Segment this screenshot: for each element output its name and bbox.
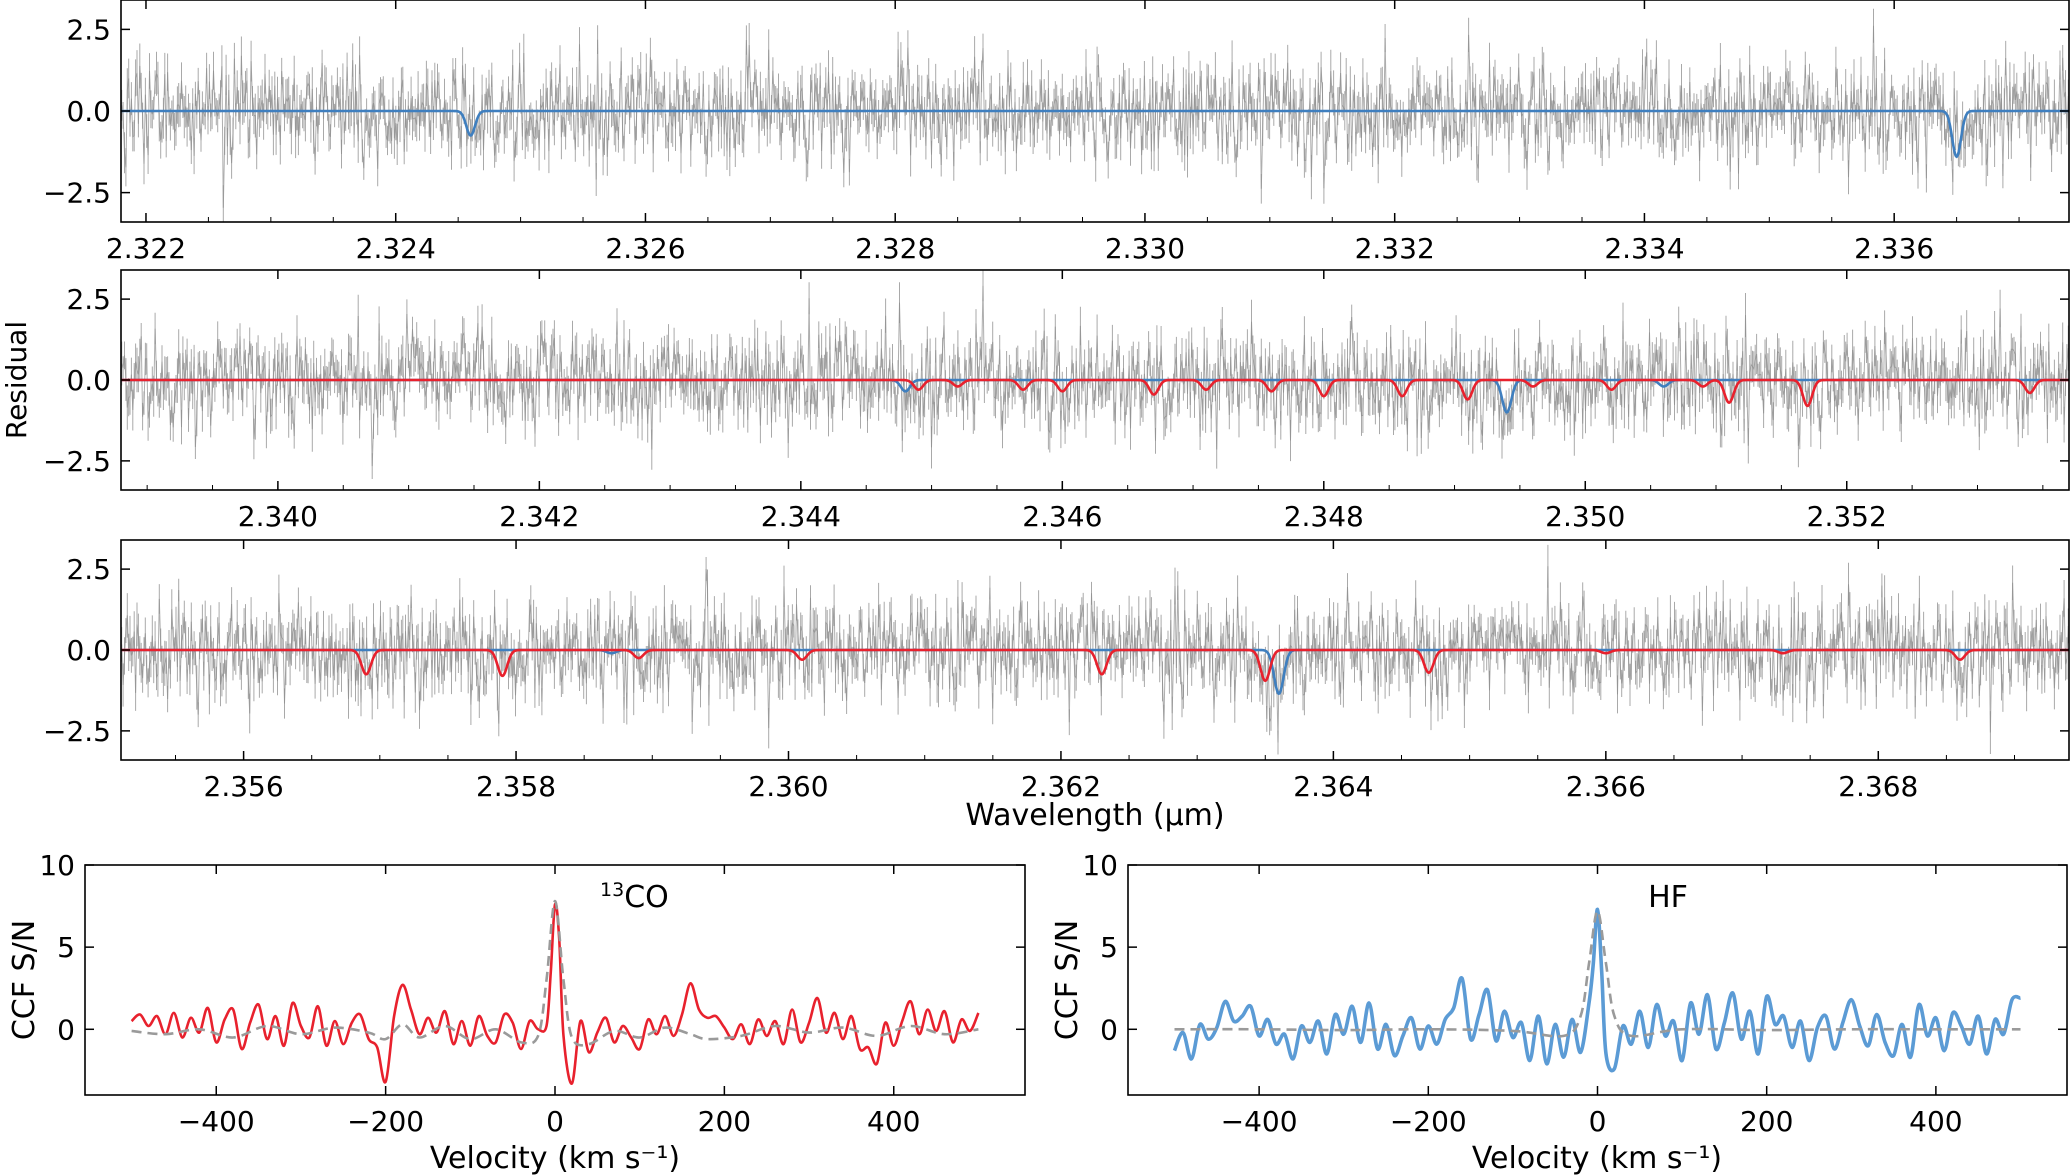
x-tick-label: 2.348 [1284,500,1364,533]
x-tick-label: 2.332 [1355,232,1435,265]
x-tick-label: 200 [698,1105,751,1138]
panel-3-frame [120,539,2070,761]
x-tick-label: 2.344 [761,500,841,533]
y-tick-label: 2.5 [66,283,111,316]
ccf-hf-title: HF [1648,880,1688,915]
ccf-13co-ticks: −400 −200 0 200 400 10 5 0 [39,849,1025,1138]
y-tick-label: 0.0 [66,634,111,667]
x-tick-label: 2.330 [1105,232,1185,265]
ccf-13co-title-sup: 13 [600,879,624,901]
x-tick-label: 2.352 [1807,500,1887,533]
y-tick-label: 5 [57,931,75,964]
x-tick-label: 2.328 [855,232,935,265]
13co-model-line [121,378,2069,408]
x-tick-label: 2.326 [605,232,685,265]
y-tick-label: 2.5 [66,553,111,586]
residual-axis-label: Residual [0,321,33,439]
x-tick-label: 2.360 [748,770,828,803]
ccf-13co-frame [84,864,1026,1096]
x-tick-label: 2.358 [476,770,556,803]
x-tick-label: 2.346 [1022,500,1102,533]
spectrum-panel-3: 2.356 2.358 2.360 2.362 2.364 2.366 2.368 2.5 0.… [43,539,2070,803]
hf-model-line [121,109,2069,159]
ccf-hf-xlabel: Velocity (km s⁻¹) [1472,1141,1722,1175]
ccf-13co-xlabel: Velocity (km s⁻¹) [430,1141,680,1175]
panel-2-marks [121,270,2069,479]
13co-model-line [131,899,979,1047]
panel-3-ticks: 2.356 2.358 2.360 2.362 2.364 2.366 2.368 2.5 0.… [43,540,2069,803]
y-tick-label: −2.5 [43,177,111,210]
ccf-13co-marks [130,899,980,1085]
y-tick-label: 10 [1082,849,1118,882]
hf-model-line [1174,909,2021,1038]
residual-line [121,25,2069,208]
ccf-hf-ticks: −400 −200 0 200 400 10 5 0 [1082,849,2067,1138]
y-tick-label: 0.0 [66,364,111,397]
residual-data [121,270,2069,479]
ccf-panel-13co: −400 −200 0 200 400 10 5 0 [39,849,1026,1138]
wavelength-axis-label: Wavelength (μm) [965,798,1224,833]
x-tick-label: 200 [1740,1105,1793,1138]
x-tick-label: 2.350 [1545,500,1625,533]
panel-2-frame [120,269,2070,491]
spectrum-panel-1: 2.322 2.324 2.326 2.328 2.330 2.332 2.334 2.336… [43,0,2070,265]
y-tick-label: 0 [57,1013,75,1046]
residual-line [121,566,2069,743]
y-tick-label: 5 [1100,931,1118,964]
x-tick-label: 2.366 [1566,770,1646,803]
x-tick-label: 2.324 [356,232,436,265]
spectrum-panel-2: 2.340 2.342 2.344 2.346 2.348 2.350 2.352 2.5 0.… [43,269,2070,533]
ccf-hf-frame [1127,864,2068,1096]
residual-data [121,8,2069,222]
x-tick-label: 2.334 [1604,232,1684,265]
x-tick-label: 400 [1909,1105,1962,1138]
panel-1-frame [120,0,2070,223]
13co-ccf-line [130,902,980,1085]
ccf-panel-hf: −400 −200 0 200 400 10 5 0 [1082,849,2068,1138]
x-tick-label: −200 [1390,1105,1467,1138]
x-tick-label: 2.342 [499,500,579,533]
ccf-hf-marks [1172,907,2021,1073]
panel-3-marks [121,544,2069,755]
y-tick-label: −2.5 [43,445,111,478]
x-tick-label: 2.368 [1838,770,1918,803]
y-tick-label: 0 [1100,1013,1118,1046]
residual-errorbars [121,8,2069,222]
x-tick-label: −200 [347,1105,424,1138]
y-tick-label: 0.0 [66,95,111,128]
ccf-hf-ylabel: CCF S/N [1050,920,1085,1040]
panel-1-ticks: 2.322 2.324 2.326 2.328 2.330 2.332 2.334 2.336… [43,0,2069,265]
hf-ccf-line [1172,907,2021,1073]
x-tick-label: 2.322 [106,232,186,265]
residual-line [121,285,2069,467]
panel-2-ticks: 2.340 2.342 2.344 2.346 2.348 2.350 2.352 2.5 0.… [43,270,2069,533]
x-tick-label: 2.362 [1021,770,1101,803]
panel-1-marks [121,8,2069,222]
x-tick-label: 2.340 [238,500,318,533]
y-tick-label: −2.5 [43,715,111,748]
13co-model-line [121,648,2069,683]
x-tick-label: −400 [178,1105,255,1138]
ccf-13co-title: 13CO [600,879,669,915]
x-tick-label: 2.336 [1854,232,1934,265]
x-tick-label: 2.356 [204,770,284,803]
ccf-13co-title-main: CO [624,880,669,915]
y-tick-label: 2.5 [66,13,111,46]
x-tick-label: 0 [1589,1105,1607,1138]
ccf-13co-ylabel: CCF S/N [7,920,42,1040]
x-tick-label: −400 [1221,1105,1298,1138]
x-tick-label: 2.364 [1293,770,1373,803]
x-tick-label: 0 [546,1105,564,1138]
y-tick-label: 10 [39,849,75,882]
x-tick-label: 400 [867,1105,920,1138]
